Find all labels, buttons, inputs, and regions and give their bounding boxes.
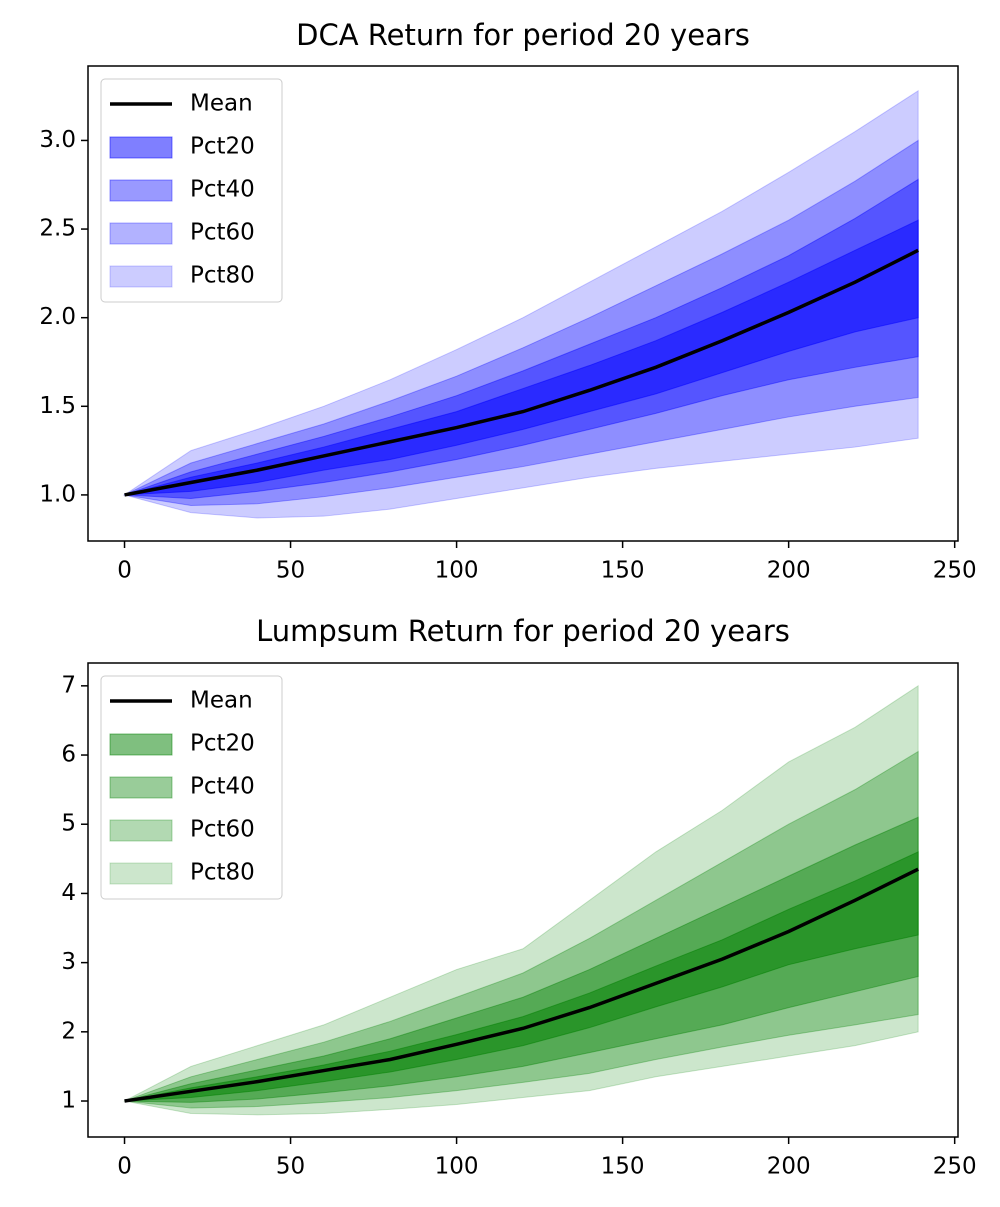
x-tick-label: 50: [276, 1154, 305, 1180]
y-tick-label: 2.0: [39, 304, 76, 330]
subplot: DCA Return for period 20 years 0 50 100 150 2…: [39, 18, 976, 584]
plot-frame: [87, 662, 959, 1138]
x-tick-label: 100: [435, 558, 479, 584]
band: [124, 219, 919, 496]
legend-patch: [109, 222, 173, 245]
legend-patch: [109, 819, 173, 842]
legend-label: Mean: [190, 688, 253, 714]
y-tick-label: 2.5: [39, 216, 76, 242]
legend-label: Pct40: [190, 177, 255, 203]
plot-frame: [87, 65, 959, 542]
band: [124, 851, 919, 1102]
mean-line: [124, 867, 919, 1103]
y-tick-label: 6: [61, 742, 76, 768]
x-tick-label: 0: [117, 1154, 132, 1180]
legend-patch: [109, 862, 173, 885]
legend-label: Pct80: [190, 263, 255, 289]
legend-box: [100, 675, 283, 900]
y-tick-label: 2: [61, 1018, 76, 1044]
x-tick-label: 100: [435, 1154, 479, 1180]
x-tick-label: 150: [601, 1154, 645, 1180]
legend-patch: [109, 136, 173, 159]
x-tick-label: 200: [767, 1154, 811, 1180]
legend-label: Mean: [190, 91, 253, 117]
y-tick-label: 5: [61, 811, 76, 837]
x-tick-label: 250: [933, 558, 977, 584]
legend-label: Pct60: [190, 817, 255, 843]
legend-patch: [109, 776, 173, 799]
subplot: Lumpsum Return for period 20 years 0 50 100…: [61, 614, 976, 1180]
y-tick-label: 3.0: [39, 127, 76, 153]
legend-patch: [109, 179, 173, 202]
legend-patch: [109, 265, 173, 288]
legend-label: Pct20: [190, 731, 255, 757]
y-tick-label: 1: [61, 1088, 76, 1114]
y-tick-label: 3: [61, 949, 76, 975]
legend-label: Pct80: [190, 860, 255, 886]
y-tick-label: 7: [61, 672, 76, 698]
legend-label: Pct40: [190, 774, 255, 800]
mean-line: [124, 248, 919, 497]
y-tick-label: 1.0: [39, 481, 76, 507]
legend-box: [100, 78, 283, 303]
legend-patch: [109, 733, 173, 756]
legend-label: Pct20: [190, 134, 255, 160]
y-tick-label: 4: [61, 880, 76, 906]
chart-title: DCA Return for period 20 years: [296, 18, 750, 52]
x-tick-label: 150: [601, 558, 645, 584]
legend-label: Pct60: [190, 220, 255, 246]
x-tick-label: 0: [117, 558, 132, 584]
y-tick-label: 1.5: [39, 393, 76, 419]
x-tick-label: 50: [276, 558, 305, 584]
chart-title: Lumpsum Return for period 20 years: [256, 614, 790, 648]
x-tick-label: 200: [767, 558, 811, 584]
legend: Mean Pct20 Pct40 Pct60 Pct80: [100, 78, 283, 303]
legend: Mean Pct20 Pct40 Pct60 Pct80: [100, 675, 283, 900]
x-tick-label: 250: [933, 1154, 977, 1180]
